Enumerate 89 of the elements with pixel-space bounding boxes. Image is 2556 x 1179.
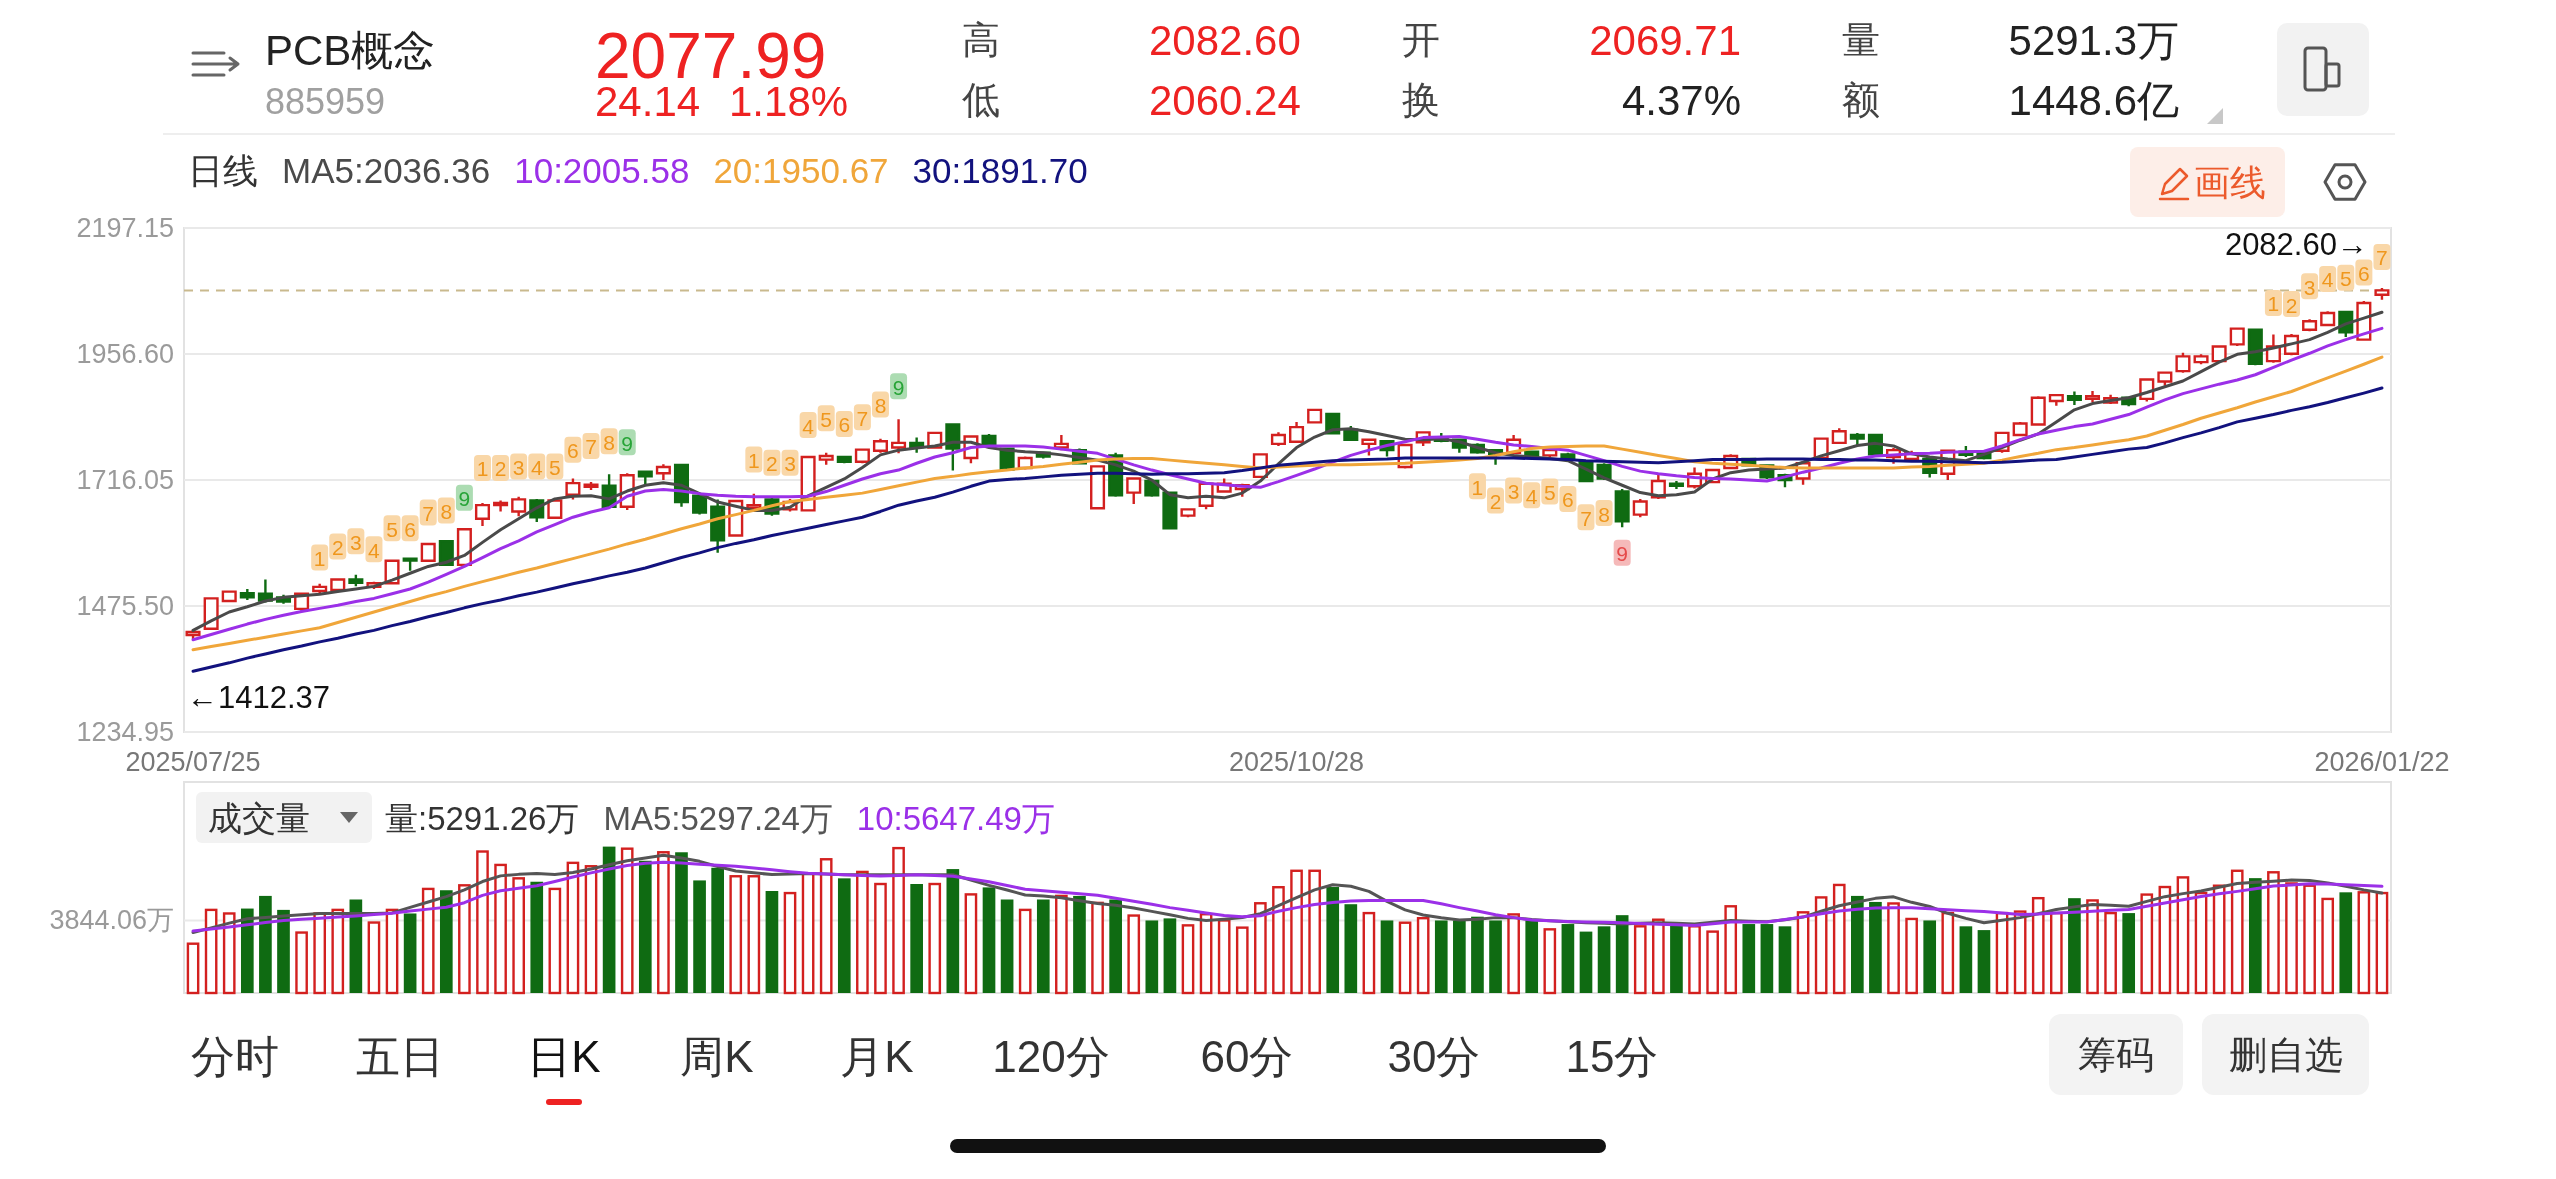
text: 周K <box>680 1031 754 1081</box>
series-label: 10:5647.49万 <box>856 799 1055 837</box>
text: 9 <box>892 375 905 399</box>
text: 3 <box>512 455 525 479</box>
text: 2 <box>766 452 778 476</box>
series-label: 3 <box>350 530 362 554</box>
text: 120分 <box>992 1031 1110 1081</box>
text: 分时 <box>191 1031 279 1081</box>
text: 画线 <box>2194 161 2266 203</box>
text: 月K <box>840 1031 914 1081</box>
text: 2082.60 <box>1149 16 1301 64</box>
legend-title: 量:5291.26万 <box>385 799 580 837</box>
text: 低 <box>962 79 1000 121</box>
text: 5291.3万 <box>2008 16 2179 64</box>
annotation: ←1412.37 <box>187 679 331 715</box>
text: 1 <box>1471 475 1484 499</box>
text: 2060.24 <box>1149 76 1301 124</box>
text: 4 <box>2321 268 2334 292</box>
text: 7 <box>585 435 597 459</box>
annotation: 2082.60→ <box>2224 226 2368 262</box>
text: MA5:2036.36 <box>282 150 491 190</box>
text: 6 <box>2358 262 2370 286</box>
text: 成交量 <box>208 799 310 837</box>
series-label: 7 <box>422 502 435 525</box>
text: 2069.71 <box>1589 16 1741 64</box>
text: 5 <box>1543 481 1556 505</box>
text: 筹码 <box>2078 1033 2154 1076</box>
text: 4 <box>1525 484 1538 508</box>
y-tick-label: 1475.50 <box>76 591 174 621</box>
text: 9 <box>621 431 634 455</box>
text: 10:2005.58 <box>514 150 690 190</box>
text: 2 <box>494 457 507 481</box>
text: 高 <box>962 19 1000 61</box>
x-tick-label: 2026/01/22 <box>2314 747 2450 777</box>
text: 7 <box>2376 246 2388 270</box>
text: 1448.6亿 <box>2008 76 2179 124</box>
text: 60分 <box>1200 1031 1294 1081</box>
y-tick-label: 3844.06万 <box>49 905 174 936</box>
y-tick-label: 1234.95 <box>76 717 174 747</box>
x-tick-label: 2025/10/28 <box>1228 747 1365 777</box>
series-label: MA5:5297.24万 <box>603 799 833 837</box>
text: 30:1891.70 <box>912 150 1088 190</box>
text: 2 <box>1489 489 1502 513</box>
series-label: 5 <box>386 517 398 541</box>
text: 五日 <box>356 1031 444 1081</box>
legend-title: 日线 <box>188 150 258 190</box>
text: 4 <box>802 414 814 438</box>
y-tick-label: 1716.05 <box>76 465 174 495</box>
text: 2 <box>2285 293 2298 317</box>
text: 5 <box>820 407 833 431</box>
series-label: 6 <box>404 517 416 541</box>
text: 换 <box>1402 79 1440 121</box>
y-tick-label: 2197.15 <box>76 213 174 243</box>
text: 6 <box>838 413 851 437</box>
text: PCB概念 <box>265 26 436 74</box>
x-tick-label: 2025/07/25 <box>125 747 261 777</box>
text: 开 <box>1402 19 1440 61</box>
series-label: 9 <box>458 487 471 511</box>
series-label: 2 <box>331 536 344 560</box>
text: 1 <box>476 457 489 481</box>
text: 3 <box>2303 275 2316 299</box>
text: 30分 <box>1387 1031 1481 1081</box>
text: 额 <box>1842 79 1880 121</box>
text: 8 <box>603 430 615 454</box>
y-tick-label: 1956.60 <box>76 339 174 369</box>
text: 4 <box>530 455 543 479</box>
text: 删自选 <box>2228 1033 2343 1076</box>
text: 6 <box>1562 488 1574 512</box>
text: 5 <box>549 455 561 479</box>
text: 9 <box>1616 542 1629 566</box>
text: 15分 <box>1565 1031 1659 1081</box>
text: 3 <box>784 452 796 476</box>
text: 3 <box>1507 480 1520 503</box>
text: 4.37% <box>1621 76 1741 124</box>
text: 1 <box>2267 292 2280 316</box>
text: 5 <box>2339 267 2352 291</box>
text: 885959 <box>265 80 386 122</box>
text: 7 <box>1580 506 1592 530</box>
series-label: 4 <box>368 538 381 562</box>
text: 日K <box>527 1031 601 1081</box>
text: 8 <box>874 394 887 418</box>
series-label: 8 <box>440 499 453 523</box>
text: 6 <box>567 439 579 463</box>
series-label: 1 <box>313 547 326 571</box>
text: 20:1950.67 <box>713 150 889 190</box>
text: 7 <box>856 406 869 430</box>
text: 1 <box>748 449 760 473</box>
text: 8 <box>1598 502 1610 526</box>
text: 量 <box>1842 19 1880 61</box>
